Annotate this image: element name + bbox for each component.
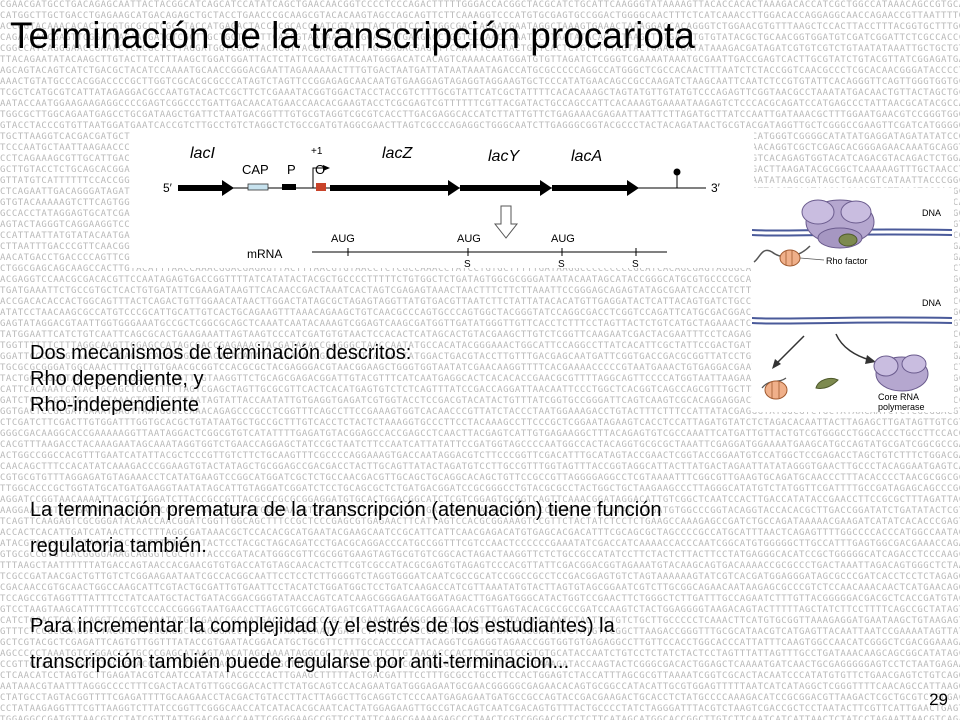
cap-site-box [247,183,269,191]
aug-label-3: AUG [551,233,575,245]
attenuation-paragraph: La terminación prematura de la transcrip… [30,492,661,564]
five-prime-label: 5′ [163,181,173,195]
promoter-label: P [287,162,296,177]
plus-one-label: +1 [311,146,323,157]
three-prime-label: 3′ [711,181,721,195]
dna-label-top: DNA [922,208,941,218]
released-rho-icon [764,380,788,400]
antitermination-paragraph: Para incrementar la complejidad (y el es… [30,608,615,680]
terminator-icon [673,168,681,176]
text-line: Rho-independiente [30,394,200,416]
text-line: Para incrementar la complejidad (y el es… [30,615,615,637]
transcription-start-arrow [312,167,325,188]
lacY-arrow [460,180,552,196]
slide-number: 29 [929,690,948,709]
core-polymerase-icon [873,354,929,392]
lac-operon-diagram: lacI CAP P +1 O lacZ lacY lacA 5′ 3′ mRN… [130,130,754,270]
mechanisms-paragraph: Dos mecanismos de terminación descritos:… [30,340,411,418]
lacZ-label: lacZ [382,145,413,162]
transcription-down-arrow [493,205,519,239]
stop-label-2: S [558,259,565,268]
lacA-arrow [552,180,639,196]
text-line: Rho dependiente, y [30,368,204,390]
slide-title: Terminación de la transcripción procario… [10,15,695,56]
rna-polymerase-icon [801,199,875,249]
lacI-label: lacI [190,145,215,162]
lacI-arrow [178,180,234,196]
cap-label: CAP [242,162,269,177]
lacY-label: lacY [488,148,520,165]
rho-termination-figure: DNA Rho factor DNA [751,188,954,412]
core-polymerase-label-2: polymerase [878,402,925,412]
rho-factor-icon [779,249,801,267]
mrna-label: mRNA [247,247,282,261]
rho-factor-label: Rho factor [826,256,868,266]
text-line: Dos mecanismos de terminación descritos: [30,342,412,364]
stop-label-3: S [632,259,639,268]
release-arrow-left [775,335,805,365]
released-subunit-icon [815,377,839,389]
release-arrow-right [835,333,871,361]
dna-label-bottom: DNA [922,298,941,308]
text-line: La terminación prematura de la transcrip… [30,499,662,521]
text-line: transcripción también puede regularse po… [30,651,570,673]
operator-box [316,183,326,191]
aug-label-1: AUG [331,233,355,245]
promoter-box [282,184,296,190]
aug-label-2: AUG [457,233,481,245]
core-polymerase-label-1: Core RNA [878,392,919,402]
lacA-label: lacA [571,148,602,165]
lacZ-arrow [330,180,460,196]
text-line: regulatoria también. [30,535,207,557]
stop-label-1: S [464,259,471,268]
operator-label: O [315,162,325,177]
